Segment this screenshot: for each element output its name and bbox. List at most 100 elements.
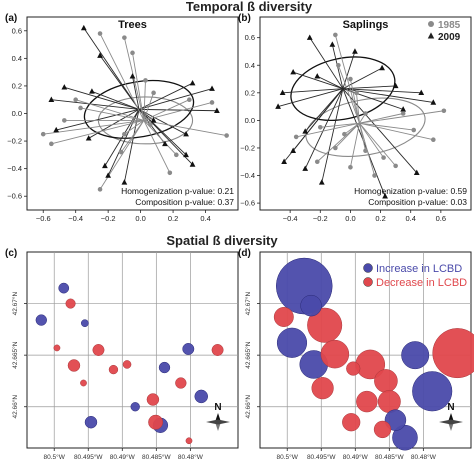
- lon-label: 80.48°W: [411, 453, 437, 461]
- lcbd-site-decrease: [211, 344, 224, 356]
- point-2009: [306, 34, 313, 40]
- spider-line-1985: [124, 120, 145, 135]
- lcbd-site-increase: [158, 361, 171, 374]
- point-1985: [97, 187, 103, 192]
- lon-label: 80.49°W: [110, 453, 136, 461]
- point-2009: [89, 88, 95, 94]
- spider-line-2009: [138, 82, 193, 110]
- lcbd-site-decrease: [185, 437, 193, 445]
- spider-line-2009: [107, 109, 140, 176]
- point-1985: [62, 118, 67, 123]
- north-arrow-s: [448, 422, 454, 431]
- spider-line-1985: [344, 122, 360, 135]
- point-1985: [348, 164, 353, 170]
- point-1985: [130, 50, 135, 56]
- point-1985: [393, 163, 398, 169]
- spider-line-1985: [51, 119, 144, 145]
- spider-line-1985: [359, 122, 384, 158]
- point-1985: [441, 108, 447, 114]
- point-2009: [209, 85, 215, 91]
- spider-line-1985: [143, 119, 227, 136]
- spider-line-2009: [91, 91, 140, 110]
- y-tick-label: −0.4: [240, 171, 255, 180]
- lcbd-site-decrease: [273, 307, 294, 327]
- lon-label: 80.5°W: [44, 453, 66, 461]
- point-2009: [392, 82, 399, 89]
- lcbd-site-decrease: [346, 361, 361, 376]
- point-2009: [302, 128, 309, 134]
- x-tick-label: 0.2: [375, 214, 385, 223]
- panel-letter: (b): [238, 13, 251, 24]
- point-1985: [73, 97, 78, 103]
- spider-line-2009: [88, 108, 140, 139]
- spider-line-1985: [75, 99, 144, 121]
- spider-line-1985: [99, 120, 145, 190]
- x-tick-label: −0.4: [283, 214, 298, 223]
- north-arrow-e: [451, 419, 463, 425]
- panel-a-trees: (a) Trees −0.6 −0.4 −0.2 0.0 0.2 0.4 −0.6 −0.4 −0.…: [5, 13, 239, 223]
- legend-label-increase: Increase in LCBD: [376, 263, 462, 275]
- lon-label: 80.5°W: [277, 453, 299, 461]
- point-1985: [400, 111, 406, 116]
- x-tick-label: 0.6: [436, 214, 446, 223]
- point-2009: [279, 89, 286, 96]
- lon-label: 80.485°W: [375, 453, 404, 461]
- lcbd-site-decrease: [373, 420, 392, 439]
- point-1985: [333, 145, 338, 151]
- point-2009: [105, 172, 112, 178]
- panel-letter: (a): [5, 13, 17, 24]
- point-1985: [148, 122, 153, 127]
- point-1985: [97, 31, 103, 36]
- spider-line-1985: [359, 122, 434, 141]
- spider-line-1985: [359, 122, 396, 167]
- y-tick-label: −0.6: [7, 192, 22, 201]
- spider-line-1985: [143, 80, 146, 121]
- panel-title: Trees: [118, 19, 147, 31]
- x-tick-label: −0.2: [101, 214, 116, 223]
- panel-c-map: (c) 80.5°W 80.495°W 80.49°W 80.485°W 80.48°W 4…: [5, 248, 239, 461]
- north-label: N: [214, 402, 221, 413]
- north-arrow-w: [439, 419, 451, 425]
- spider-line-2009: [56, 108, 140, 131]
- spider-line-1985: [349, 78, 360, 124]
- point-2009: [162, 140, 168, 147]
- point-1985: [354, 90, 359, 96]
- legend-marker-increase: [363, 263, 373, 273]
- spider-line-1985: [359, 110, 444, 124]
- spider-line-1985: [143, 102, 213, 121]
- panel-letter: (d): [238, 248, 251, 259]
- map-frame: [26, 251, 239, 449]
- point-1985: [224, 133, 229, 138]
- point-1985: [174, 152, 179, 158]
- point-1985: [381, 155, 386, 160]
- x-tick-label: −0.6: [36, 214, 51, 223]
- x-tick-label: 0.2: [168, 214, 178, 223]
- legend-label-2009: 2009: [438, 32, 461, 43]
- legend-marker-2009: [427, 32, 435, 39]
- point-2009: [189, 161, 196, 167]
- point-1985: [348, 76, 353, 82]
- stat-line: Composition p-value: 0.37: [135, 197, 234, 207]
- spider-line-2009: [99, 55, 140, 110]
- lcbd-site-decrease: [342, 413, 361, 432]
- lcbd-site-increase: [412, 371, 453, 412]
- spider-line-1985: [296, 122, 360, 138]
- point-2009: [183, 130, 189, 137]
- point-2009: [85, 135, 92, 141]
- x-tick-label: 0.4: [200, 214, 210, 223]
- spider-line-1985: [80, 107, 144, 121]
- point-2009: [379, 64, 385, 71]
- point-2009: [352, 48, 358, 54]
- spider-line-1985: [320, 122, 360, 128]
- y-tick-label: 0.0: [245, 116, 255, 125]
- dispersion-ellipse-2009: [290, 56, 396, 121]
- spatial-title: Spatial ß diversity: [166, 233, 278, 248]
- lcbd-site-increase: [401, 341, 430, 370]
- point-2009: [48, 96, 55, 102]
- point-1985: [336, 62, 341, 68]
- plot-frame: [259, 16, 472, 211]
- spider-line-1985: [143, 120, 171, 173]
- lcbd-site-decrease: [65, 298, 76, 309]
- lcbd-site-decrease: [356, 390, 378, 413]
